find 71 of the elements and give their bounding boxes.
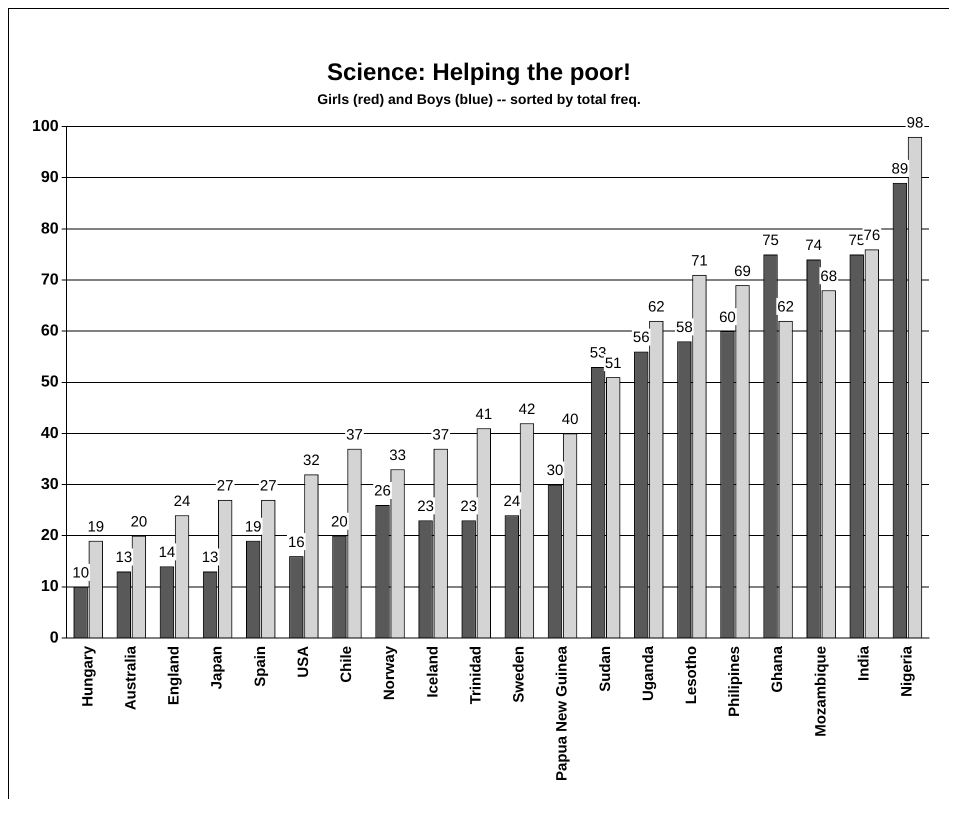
data-label: 71 (691, 252, 708, 270)
data-label: 51 (604, 354, 622, 372)
data-label: 26 (374, 482, 391, 500)
x-tick-label: England (166, 646, 183, 706)
data-label: 14 (158, 544, 176, 562)
data-label: 40 (562, 411, 578, 428)
x-tick-label: Lesotho (683, 646, 700, 704)
data-label: 10 (72, 564, 90, 582)
data-label: 27 (216, 478, 234, 495)
data-label: 13 (115, 549, 132, 566)
data-label: 76 (864, 226, 880, 244)
data-label: 56 (632, 329, 650, 346)
data-label: 62 (648, 298, 665, 316)
data-label: 16 (288, 534, 305, 551)
chart-subtitle: Girls (red) and Boys (blue) -- sorted by total freq. (317, 91, 641, 108)
x-tick-label: Iceland (424, 646, 442, 698)
data-label: 13 (202, 549, 218, 566)
data-label: 20 (331, 513, 348, 530)
x-tick-label: Australia (122, 645, 140, 710)
x-tick-label: Sudan (596, 646, 614, 692)
data-label: 37 (432, 426, 450, 444)
data-label: 24 (504, 492, 520, 510)
data-label: 89 (892, 160, 908, 178)
data-label: 32 (303, 452, 320, 469)
data-label: 37 (346, 426, 363, 444)
data-label: 58 (676, 319, 693, 336)
data-label: 62 (777, 298, 794, 316)
x-tick-label: Sweden (510, 646, 528, 703)
y-tick-label: 0 (50, 629, 59, 646)
chart-title: Science: Helping the poor! (326, 59, 632, 86)
data-label: 19 (244, 518, 262, 536)
y-tick-label: 90 (40, 169, 59, 186)
data-label: 98 (906, 114, 924, 132)
x-tick-label: Mozambique (812, 646, 830, 737)
y-tick-label: 60 (40, 322, 59, 340)
x-tick-label: USA (294, 646, 312, 678)
y-tick-label: 80 (40, 220, 59, 238)
y-tick-label: 70 (40, 271, 59, 288)
y-tick-label: 30 (40, 476, 59, 493)
x-tick-label: Trinidad (467, 646, 484, 704)
x-tick-label: Papua New Guinea (554, 645, 571, 782)
x-tick-label: Japan (208, 646, 226, 690)
x-tick-label: Philipines (726, 646, 744, 717)
x-tick-label: Nigeria (898, 645, 916, 697)
data-label: 33 (389, 446, 406, 464)
y-tick-label: 20 (40, 527, 59, 544)
x-tick-label: India (855, 645, 872, 681)
data-label: 74 (805, 237, 822, 254)
data-label: 60 (719, 308, 736, 326)
x-tick-label: Hungary (79, 645, 96, 707)
data-label: 19 (87, 518, 104, 536)
data-label: 23 (417, 498, 434, 515)
data-label: 30 (546, 462, 564, 480)
data-label: 69 (734, 262, 751, 280)
data-label: 75 (762, 232, 779, 250)
data-label: 42 (518, 400, 536, 418)
x-tick-label: Norway (381, 645, 398, 700)
y-tick-label: 100 (32, 118, 59, 136)
data-label: 27 (260, 478, 277, 495)
x-tick-label: Uganda (640, 645, 657, 701)
data-label: 24 (174, 492, 190, 510)
y-tick-label: 40 (40, 424, 59, 442)
data-label: 20 (130, 513, 148, 530)
x-tick-label: Chile (338, 646, 356, 683)
y-tick-label: 10 (40, 578, 59, 596)
data-label: 41 (475, 406, 492, 423)
data-label: 68 (820, 268, 838, 285)
data-label: 23 (460, 498, 478, 515)
x-tick-label: Spain (252, 646, 269, 687)
y-tick-label: 50 (40, 374, 59, 391)
x-tick-label: Ghana (769, 645, 786, 693)
